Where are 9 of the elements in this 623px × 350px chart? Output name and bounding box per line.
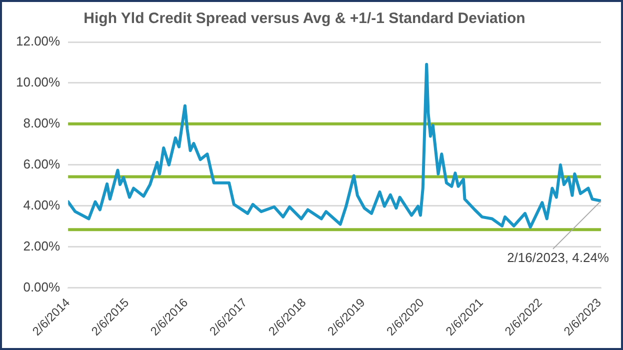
y-tick-label: 6.00% [23, 156, 61, 172]
y-tick-label: 0.00% [23, 279, 61, 294]
y-tick-label: 10.00% [16, 74, 61, 90]
y-tick-label: 4.00% [23, 197, 61, 212]
y-tick-label: 2.00% [23, 238, 61, 254]
y-tick-label: 8.00% [23, 116, 61, 131]
annotation: 2/16/2023, 4.24% [507, 250, 610, 266]
y-tick-label: 12.00% [16, 34, 61, 49]
chart-title: High Yld Credit Spread versus Avg & +1/-1 Standard Deviation [84, 10, 526, 28]
